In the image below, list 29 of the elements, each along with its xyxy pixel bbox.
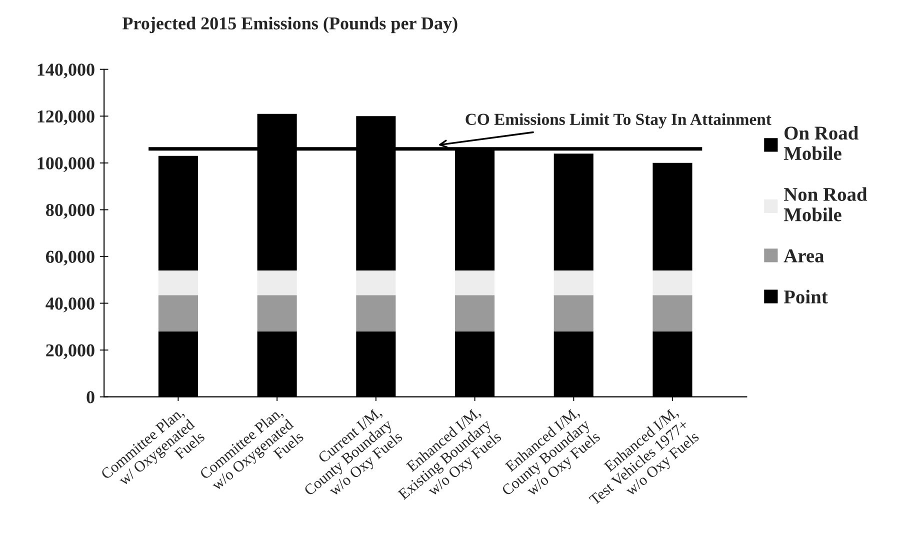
y-tick-label: 100,000 — [38, 157, 94, 172]
legend-label: On Road Mobile — [784, 126, 858, 160]
bar — [554, 154, 594, 271]
bar — [356, 295, 396, 332]
bar — [652, 162, 692, 271]
bar — [356, 270, 396, 296]
bar — [455, 295, 495, 332]
bar — [652, 270, 692, 296]
legend-label: Area — [784, 249, 824, 262]
ref-line-label: CO Emissions Limit To Stay In Attainment — [466, 113, 772, 128]
legend-label: Non Road Mobile — [784, 187, 868, 222]
bar — [158, 156, 198, 271]
y-tick-label: 60,000 — [46, 250, 94, 266]
bar — [554, 270, 594, 296]
legend-label: Point — [784, 290, 828, 304]
bar — [455, 270, 495, 296]
bar — [257, 295, 297, 332]
y-tick-label: 0 — [86, 391, 94, 404]
bar — [257, 270, 297, 296]
bar — [652, 295, 692, 332]
bar — [158, 295, 198, 332]
y-tick-label: 80,000 — [46, 204, 94, 219]
y-tick-label: 120,000 — [38, 110, 94, 126]
chart-title: Projected 2015 Emissions (Pounds per Day) — [122, 16, 458, 34]
bar — [554, 295, 594, 332]
y-tick-label: 40,000 — [46, 298, 94, 312]
bar — [158, 270, 198, 296]
y-tick-label: 140,000 — [38, 64, 94, 78]
y-tick-label: 20,000 — [46, 344, 94, 360]
